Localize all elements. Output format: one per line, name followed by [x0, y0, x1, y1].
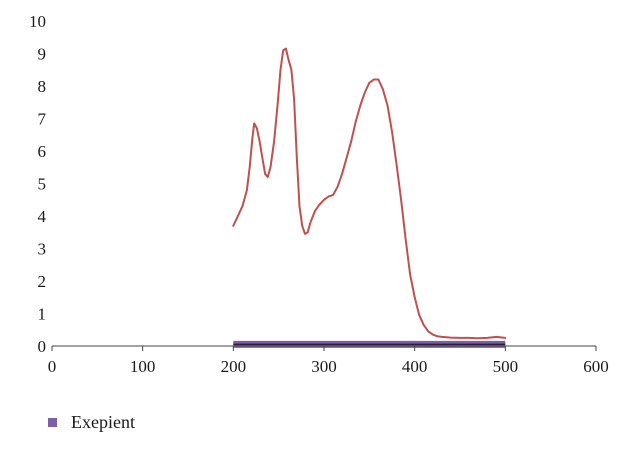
- x-tick-label: 600: [583, 357, 609, 376]
- y-tick-label: 0: [38, 337, 47, 356]
- y-tick-label: 1: [38, 305, 47, 324]
- series-layer: [232, 47, 507, 348]
- y-tick-label: 3: [38, 240, 47, 259]
- x-tick-label: 200: [221, 357, 247, 376]
- x-tick-label: 300: [311, 357, 337, 376]
- y-tick-label: 10: [29, 12, 46, 31]
- x-tick-label: 500: [493, 357, 519, 376]
- y-tick-label: 7: [38, 110, 47, 129]
- x-tick-label: 400: [402, 357, 428, 376]
- series-line-absorbance: [232, 47, 507, 340]
- y-tick-label: 4: [38, 207, 47, 226]
- y-tick-label: 9: [38, 45, 47, 64]
- y-tick-label: 5: [38, 175, 47, 194]
- legend-label-exepient: Exepient: [71, 412, 135, 432]
- y-tick-label: 8: [38, 77, 47, 96]
- legend: Exepient: [48, 412, 135, 433]
- y-tick-label: 2: [38, 272, 47, 291]
- y-axis-tick-labels: 0 1 2 3 4 5 6 7 8 9 10: [29, 12, 47, 356]
- x-tick-label: 100: [130, 357, 156, 376]
- y-tick-label: 6: [38, 142, 47, 161]
- x-axis-tick-marks: [51, 346, 597, 351]
- legend-swatch-exepient: [48, 418, 57, 427]
- x-tick-label: 0: [48, 357, 57, 376]
- x-axis-tick-labels: 0 100 200 300 400 500 600: [48, 357, 609, 376]
